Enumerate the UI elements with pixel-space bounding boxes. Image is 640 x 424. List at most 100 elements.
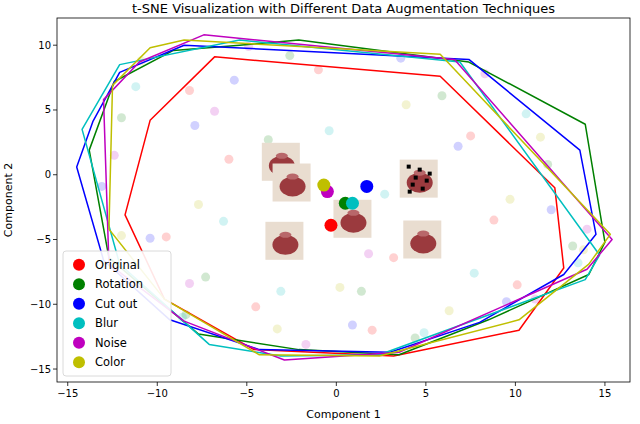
point bbox=[219, 217, 228, 226]
x-tick bbox=[425, 382, 426, 386]
thumbnail-lid bbox=[417, 231, 429, 237]
thumbnail bbox=[273, 164, 311, 202]
x-tick-label: 0 bbox=[333, 388, 339, 399]
y-tick-label: −10 bbox=[30, 299, 51, 310]
point bbox=[470, 269, 479, 278]
x-tick bbox=[246, 382, 247, 386]
x-axis-label: Component 1 bbox=[306, 408, 380, 421]
point bbox=[201, 273, 210, 282]
y-tick-label: −15 bbox=[30, 364, 51, 375]
legend-marker bbox=[73, 298, 85, 310]
y-tick bbox=[53, 304, 57, 305]
point bbox=[536, 133, 545, 142]
x-tick bbox=[604, 382, 605, 386]
legend-marker bbox=[73, 278, 85, 290]
legend-label: Original bbox=[95, 258, 140, 272]
faint-points bbox=[117, 56, 588, 333]
point bbox=[194, 200, 203, 209]
legend: Original Rotation Cut out Blur Noise Color bbox=[63, 251, 171, 376]
point bbox=[185, 279, 194, 288]
point bbox=[368, 326, 377, 335]
y-axis-label: Component 2 bbox=[2, 163, 15, 237]
thumbnail-cutout bbox=[428, 172, 432, 176]
point bbox=[335, 283, 344, 292]
point bbox=[506, 195, 515, 204]
thumbnail bbox=[265, 222, 303, 260]
thumbnail-bg bbox=[273, 164, 311, 202]
point bbox=[325, 126, 334, 135]
thumbnail-bg bbox=[403, 221, 441, 259]
x-tick bbox=[515, 382, 516, 386]
point bbox=[285, 51, 294, 60]
x-tick bbox=[157, 382, 158, 386]
x-tick-label: −15 bbox=[57, 388, 78, 399]
y-tick-label: 5 bbox=[45, 104, 51, 115]
legend-label: Noise bbox=[95, 336, 127, 350]
x-tick-label: 5 bbox=[423, 388, 429, 399]
legend-box bbox=[63, 251, 171, 376]
x-tick bbox=[67, 382, 68, 386]
y-tick bbox=[53, 174, 57, 175]
legend-label: Rotation bbox=[95, 277, 143, 291]
centroid bbox=[346, 197, 359, 210]
point bbox=[146, 234, 155, 243]
legend-marker bbox=[73, 337, 85, 349]
point bbox=[162, 232, 171, 241]
y-tick bbox=[53, 109, 57, 110]
point bbox=[437, 91, 446, 100]
x-tick-label: −10 bbox=[147, 388, 168, 399]
thumbnail-lid bbox=[287, 174, 299, 180]
point bbox=[251, 302, 260, 311]
thumbnail-cutout bbox=[425, 179, 429, 183]
point bbox=[117, 113, 126, 122]
x-tick-label: 10 bbox=[509, 388, 522, 399]
thumbnail-cutout bbox=[411, 183, 415, 187]
thumbnail bbox=[400, 160, 438, 198]
legend-label: Blur bbox=[95, 316, 118, 330]
point bbox=[210, 107, 219, 116]
point bbox=[489, 216, 498, 225]
centroid bbox=[360, 180, 373, 193]
y-tick-label: 0 bbox=[45, 169, 51, 180]
point bbox=[445, 306, 454, 315]
point bbox=[190, 121, 199, 130]
point bbox=[466, 131, 475, 140]
point bbox=[224, 155, 233, 164]
thumbnail-cutout bbox=[408, 190, 412, 194]
centroid bbox=[317, 179, 330, 192]
thumbnail-cutout bbox=[407, 165, 411, 169]
x-tick-label: −5 bbox=[239, 388, 254, 399]
thumbnail-lid bbox=[347, 210, 359, 216]
y-tick bbox=[53, 369, 57, 370]
faint-points bbox=[162, 65, 522, 334]
thumbnail bbox=[403, 221, 441, 259]
y-tick-label: 10 bbox=[38, 40, 51, 51]
point bbox=[402, 100, 411, 109]
point bbox=[230, 76, 239, 85]
point bbox=[273, 324, 282, 333]
point bbox=[522, 109, 531, 118]
thumbnail-cutout bbox=[421, 187, 425, 191]
legend-label: Cut out bbox=[95, 297, 138, 311]
point bbox=[301, 340, 310, 349]
point bbox=[185, 86, 194, 95]
frame bbox=[57, 18, 630, 382]
point bbox=[380, 190, 389, 199]
thumbnail-cutout bbox=[418, 168, 422, 172]
faint-points bbox=[131, 82, 582, 337]
legend-label: Color bbox=[95, 355, 125, 369]
x-tick-label: 15 bbox=[599, 388, 612, 399]
background bbox=[0, 0, 640, 424]
thumbnail-lid bbox=[276, 153, 288, 159]
thumbnail-bg bbox=[400, 160, 438, 198]
point bbox=[513, 280, 522, 289]
y-tick bbox=[53, 45, 57, 46]
y-tick-label: −5 bbox=[36, 234, 51, 245]
legend-marker bbox=[73, 356, 85, 368]
legend-marker bbox=[73, 317, 85, 329]
legend-marker bbox=[73, 259, 85, 271]
page: {"chart_data": { "type": "scatter", "tit… bbox=[0, 0, 640, 424]
point bbox=[420, 328, 429, 337]
centroid bbox=[324, 219, 337, 232]
chart: t-SNE Visualization with Different Data … bbox=[0, 0, 640, 424]
